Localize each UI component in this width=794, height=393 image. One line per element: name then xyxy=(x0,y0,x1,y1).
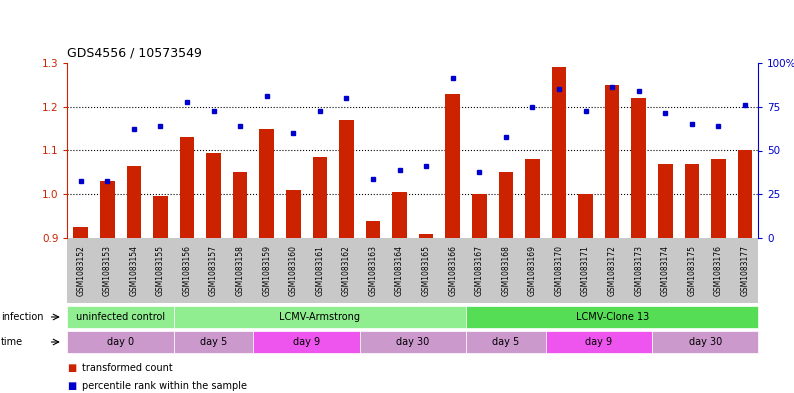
Text: GSM1083161: GSM1083161 xyxy=(315,245,325,296)
Text: day 0: day 0 xyxy=(107,337,134,347)
Text: GDS4556 / 10573549: GDS4556 / 10573549 xyxy=(67,47,202,60)
Text: day 5: day 5 xyxy=(492,337,519,347)
Text: ■: ■ xyxy=(67,363,77,373)
Text: LCMV-Armstrong: LCMV-Armstrong xyxy=(279,312,360,322)
Text: GSM1083176: GSM1083176 xyxy=(714,245,723,296)
Bar xyxy=(392,192,407,238)
Text: infection: infection xyxy=(1,312,44,322)
Text: day 5: day 5 xyxy=(200,337,227,347)
Bar xyxy=(126,166,141,238)
Text: day 30: day 30 xyxy=(396,337,430,347)
Text: GSM1083169: GSM1083169 xyxy=(528,245,537,296)
Bar xyxy=(313,157,327,238)
Text: percentile rank within the sample: percentile rank within the sample xyxy=(82,381,247,391)
Text: GSM1083153: GSM1083153 xyxy=(103,245,112,296)
Bar xyxy=(525,159,540,238)
Text: LCMV-Clone 13: LCMV-Clone 13 xyxy=(576,312,649,322)
Text: GSM1083175: GSM1083175 xyxy=(688,245,696,296)
Text: GSM1083162: GSM1083162 xyxy=(342,245,351,296)
Text: GSM1083160: GSM1083160 xyxy=(289,245,298,296)
Bar xyxy=(153,196,168,238)
Bar xyxy=(578,194,593,238)
Text: GSM1083177: GSM1083177 xyxy=(741,245,750,296)
Bar xyxy=(260,129,274,238)
Bar xyxy=(339,120,354,238)
Bar xyxy=(419,233,434,238)
Bar xyxy=(552,67,566,238)
Bar xyxy=(631,98,646,238)
Text: uninfected control: uninfected control xyxy=(76,312,165,322)
Text: GSM1083171: GSM1083171 xyxy=(581,245,590,296)
Text: day 30: day 30 xyxy=(688,337,722,347)
Text: time: time xyxy=(1,337,23,347)
Text: GSM1083158: GSM1083158 xyxy=(236,245,245,296)
Bar xyxy=(206,153,221,238)
Bar xyxy=(658,163,673,238)
Bar xyxy=(366,220,380,238)
Bar xyxy=(100,181,114,238)
Text: GSM1083172: GSM1083172 xyxy=(607,245,617,296)
Text: GSM1083154: GSM1083154 xyxy=(129,245,138,296)
Bar xyxy=(286,190,301,238)
Bar xyxy=(233,173,248,238)
Text: GSM1083156: GSM1083156 xyxy=(183,245,191,296)
Text: day 9: day 9 xyxy=(293,337,320,347)
Text: GSM1083170: GSM1083170 xyxy=(554,245,564,296)
Text: GSM1083155: GSM1083155 xyxy=(156,245,165,296)
Text: day 9: day 9 xyxy=(585,337,612,347)
Text: GSM1083152: GSM1083152 xyxy=(76,245,85,296)
Bar xyxy=(711,159,726,238)
Text: transformed count: transformed count xyxy=(82,363,172,373)
Bar xyxy=(499,173,513,238)
Bar xyxy=(605,85,619,238)
Text: GSM1083173: GSM1083173 xyxy=(634,245,643,296)
Bar xyxy=(179,138,195,238)
Text: GSM1083167: GSM1083167 xyxy=(475,245,484,296)
Text: GSM1083157: GSM1083157 xyxy=(209,245,218,296)
Text: GSM1083165: GSM1083165 xyxy=(422,245,430,296)
Bar xyxy=(74,227,88,238)
Text: GSM1083163: GSM1083163 xyxy=(368,245,377,296)
Text: ■: ■ xyxy=(67,381,77,391)
Text: GSM1083168: GSM1083168 xyxy=(501,245,511,296)
Bar xyxy=(445,94,460,238)
Bar xyxy=(684,163,700,238)
Text: GSM1083164: GSM1083164 xyxy=(395,245,404,296)
Text: GSM1083159: GSM1083159 xyxy=(262,245,272,296)
Bar xyxy=(472,194,487,238)
Text: GSM1083166: GSM1083166 xyxy=(449,245,457,296)
Bar xyxy=(738,151,752,238)
Text: GSM1083174: GSM1083174 xyxy=(661,245,670,296)
